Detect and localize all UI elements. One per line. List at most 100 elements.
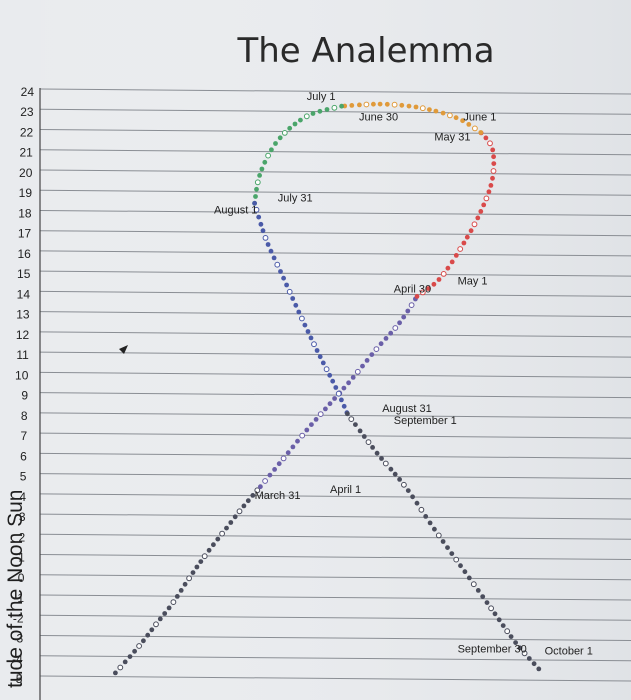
gridline [39, 452, 631, 459]
date-label: September 30 [458, 644, 527, 656]
data-point [174, 594, 180, 599]
gridline [39, 250, 631, 257]
data-point [531, 661, 537, 667]
y-tick-label: -1 [13, 591, 24, 605]
gridline [39, 189, 631, 196]
data-point [287, 125, 293, 131]
data-point [423, 514, 429, 519]
data-point [298, 117, 303, 123]
gridline [39, 493, 631, 500]
y-axis-label: tude of the Noon Sun [4, 490, 27, 689]
data-point [488, 183, 494, 188]
data-point [320, 360, 326, 366]
data-point [323, 366, 330, 373]
data-point [194, 564, 200, 570]
data-point [260, 228, 266, 234]
y-tick-label: 20 [19, 166, 33, 180]
data-point [254, 179, 261, 186]
data-point [277, 135, 283, 141]
data-point [526, 656, 532, 661]
data-point [490, 147, 496, 153]
date-label: March 31 [255, 490, 301, 502]
data-point [447, 112, 453, 119]
y-tick-label: 6 [20, 449, 27, 463]
data-point [122, 659, 128, 665]
data-point [399, 102, 405, 108]
data-point [369, 352, 375, 357]
data-point [296, 309, 302, 315]
data-point [241, 503, 247, 509]
data-point [457, 246, 464, 252]
data-point [323, 406, 328, 412]
data-point [491, 161, 497, 167]
data-point [406, 103, 412, 109]
data-point [272, 467, 277, 472]
gridline [39, 149, 631, 156]
date-label: April 30 [394, 283, 431, 295]
data-point [460, 118, 465, 124]
data-point [445, 265, 451, 271]
data-point [245, 498, 251, 504]
data-point [309, 422, 314, 427]
data-point [384, 101, 390, 107]
data-point [521, 650, 528, 657]
data-point [262, 159, 268, 165]
data-point [117, 664, 124, 671]
data-point [466, 122, 472, 127]
y-tick-label: 9 [21, 389, 28, 403]
data-point [284, 282, 289, 288]
date-label: May 1 [458, 275, 488, 287]
y-tick-label: 4 [19, 490, 26, 504]
data-point [250, 493, 256, 498]
data-point [405, 308, 411, 314]
data-point [145, 632, 151, 638]
data-point [484, 600, 490, 605]
data-point [357, 428, 363, 434]
data-point [478, 130, 484, 135]
data-point [346, 380, 351, 386]
data-point [348, 416, 355, 423]
data-point [262, 235, 269, 241]
data-point [440, 271, 447, 277]
y-tick-label: 5 [20, 470, 27, 484]
y-tick-label: 1 [18, 551, 25, 565]
data-point [253, 206, 260, 213]
data-point [162, 611, 168, 616]
data-point [453, 115, 459, 121]
data-point [113, 670, 118, 676]
data-point [471, 221, 478, 228]
data-point [458, 563, 463, 569]
data-point [388, 330, 394, 336]
data-point [302, 322, 308, 328]
data-point [472, 125, 478, 132]
data-point [299, 315, 305, 322]
data-point [170, 599, 177, 605]
data-point [488, 605, 495, 612]
data-point [276, 461, 282, 467]
gridline [39, 88, 631, 95]
data-point [303, 113, 310, 120]
data-point [327, 401, 333, 407]
data-point [265, 152, 272, 159]
y-tick-label: 7 [21, 429, 28, 443]
data-point [353, 422, 358, 427]
data-point [462, 569, 468, 575]
gridline [39, 371, 631, 378]
data-point [308, 335, 314, 341]
data-point [292, 121, 298, 127]
data-point [405, 488, 411, 493]
data-point [357, 102, 362, 108]
data-point [517, 645, 523, 651]
data-point [141, 638, 146, 644]
data-point [345, 411, 350, 417]
data-point [408, 302, 415, 309]
data-point [481, 202, 487, 208]
data-point [299, 432, 306, 439]
y-tick-label: 2 [19, 530, 26, 544]
data-point [486, 189, 492, 195]
data-point [354, 368, 361, 375]
y-tick-label: 12 [16, 328, 30, 342]
date-label: June 1 [463, 111, 496, 123]
data-point [157, 616, 163, 622]
data-point [383, 336, 389, 341]
